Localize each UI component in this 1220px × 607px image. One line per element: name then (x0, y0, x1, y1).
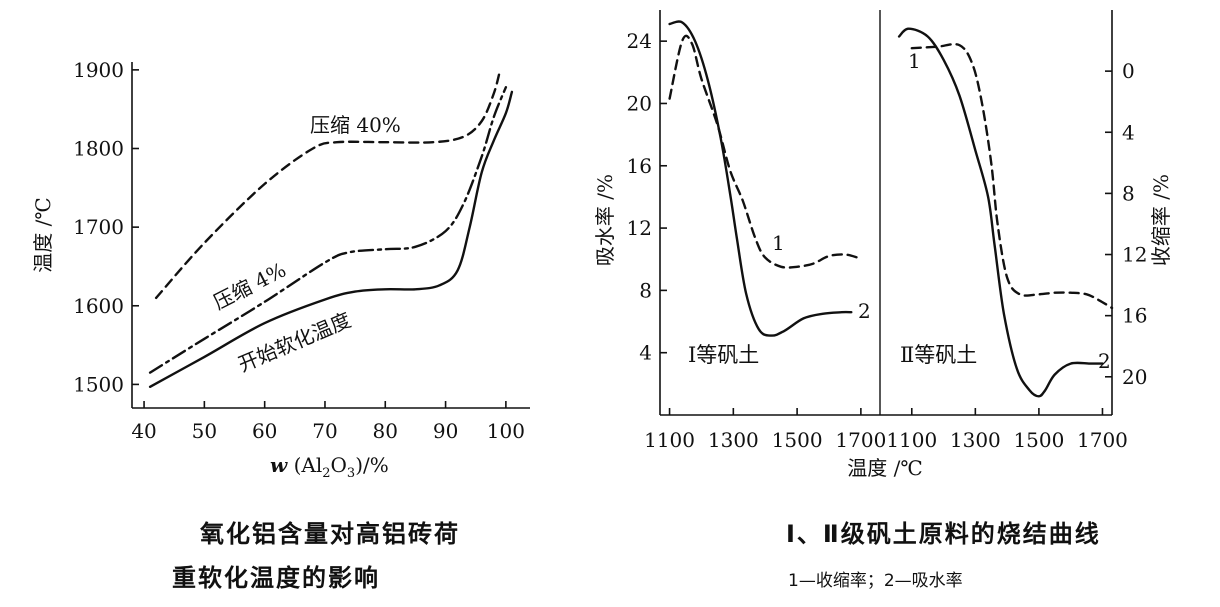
right-y-tick-label: 16 (627, 154, 652, 178)
right-series-3 (910, 42, 1114, 310)
right-x-tick-label: 1700 (835, 428, 886, 452)
right-x-tick-label: 1300 (950, 428, 1001, 452)
left-y-tick-label: 1800 (73, 137, 124, 161)
right-y2-tick-label: 20 (1122, 365, 1147, 389)
right-x-axis-label: 温度 /℃ (847, 456, 922, 480)
right-curve-num-1b: 1 (908, 49, 921, 73)
right-series-1 (668, 34, 859, 269)
left-x-tick-label: 60 (252, 419, 277, 443)
right-x-tick-label: 1500 (772, 428, 823, 452)
left-x-axis-label: w (Al2O3)/% (270, 453, 389, 481)
right-curve-num-1: 1 (772, 231, 785, 255)
right-series-2 (668, 20, 853, 337)
left-x-tick-label: 50 (192, 419, 217, 443)
right-x-tick-label: 1300 (708, 428, 759, 452)
left-y-axis-label: 温度 /℃ (31, 197, 55, 272)
right-y2-axis-label: 收缩率 /% (1149, 174, 1173, 266)
left-curve-label-4: 压缩 4% (209, 258, 289, 315)
right-x-tick-label: 1500 (1013, 428, 1064, 452)
right-y-tick-label: 12 (627, 216, 652, 240)
right-caption-line2: 1—收缩率；2—吸水率 (788, 571, 963, 591)
right-y2-tick-label: 4 (1122, 120, 1135, 144)
left-curve-label-40: 压缩 40% (310, 113, 401, 137)
right-x-tick-label: 1700 (1077, 428, 1128, 452)
right-series-4 (897, 27, 1104, 398)
right-x-tick-label: 1100 (886, 428, 937, 452)
right-caption-line1: Ⅰ、Ⅱ级矾土原料的烧结曲线 (786, 520, 1101, 548)
left-caption-line1: 氧化铝含量对高铝砖荷 (200, 520, 460, 548)
left-x-tick-label: 100 (487, 419, 525, 443)
left-x-tick-label: 90 (433, 419, 458, 443)
left-curve-label-soft: 开始软化温度 (235, 308, 355, 377)
left-series-1 (154, 70, 501, 300)
right-y-tick-label: 20 (627, 91, 652, 115)
right-y-axis-label: 吸水率 /% (593, 174, 617, 266)
left-series-3 (148, 90, 514, 388)
right-y-tick-label: 24 (627, 29, 652, 53)
left-y-tick-label: 1600 (73, 294, 124, 318)
right-y2-tick-label: 16 (1122, 304, 1147, 328)
right-y2-tick-label: 0 (1122, 59, 1135, 83)
panel-label-1: Ⅰ等矾土 (688, 343, 759, 367)
left-x-tick-label: 80 (373, 419, 398, 443)
left-y-tick-label: 1500 (73, 372, 124, 396)
left-y-tick-label: 1900 (73, 58, 124, 82)
left-series-2 (148, 86, 508, 374)
right-y2-tick-label: 12 (1122, 243, 1147, 267)
right-curve-num-2: 2 (858, 299, 871, 323)
right-y-tick-label: 8 (639, 278, 652, 302)
panel-label-2: Ⅱ等矾土 (900, 343, 977, 367)
right-x-tick-label: 1100 (644, 428, 695, 452)
left-caption-line2: 重软化温度的影响 (172, 564, 380, 592)
left-x-tick-label: 70 (312, 419, 337, 443)
right-curve-num-2b: 2 (1098, 349, 1111, 373)
right-y2-tick-label: 8 (1122, 181, 1135, 205)
left-y-tick-label: 1700 (73, 215, 124, 239)
right-y-tick-label: 4 (639, 341, 652, 365)
left-x-tick-label: 40 (131, 419, 156, 443)
